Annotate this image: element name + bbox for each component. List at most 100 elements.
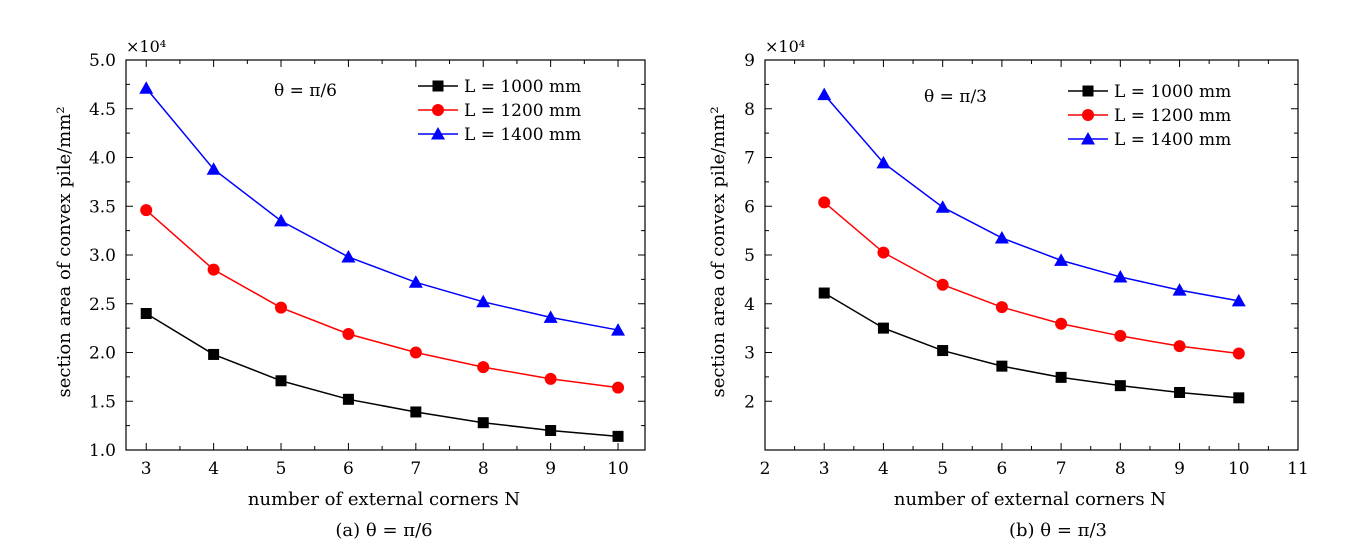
x-tick-label: 5 <box>937 459 948 479</box>
data-point <box>207 263 220 276</box>
y-tick-label: 3.0 <box>89 246 116 266</box>
series-1 <box>140 308 624 442</box>
x-tick-label: 4 <box>208 459 219 479</box>
data-point <box>545 425 557 436</box>
data-point <box>818 287 830 299</box>
data-point <box>1054 253 1069 266</box>
y-axis-label: section area of convex pile/mm² <box>54 106 75 397</box>
theta-annotation: θ = π/6 <box>274 81 337 101</box>
data-point <box>544 372 557 385</box>
x-tick-label: 8 <box>1115 459 1126 479</box>
x-tick-label: 10 <box>607 459 629 479</box>
data-point <box>410 406 422 418</box>
panel-caption: (a) θ = π/6 <box>335 520 432 541</box>
data-point <box>342 327 355 340</box>
data-point <box>1055 371 1067 383</box>
legend-label: L = 1400 mm <box>1114 130 1231 150</box>
data-point <box>1113 269 1128 283</box>
y-tick-label: 4.0 <box>89 149 116 169</box>
data-point <box>408 275 423 288</box>
data-point <box>612 381 625 394</box>
chart-panel-a: 3 4 5 6 7 8 9 10 1.0 1.5 2.0 2.5 3.0 3.5 4.0 4.5 5.0 ×10⁴… <box>54 37 646 541</box>
y-tick-label: 9 <box>744 51 755 71</box>
x-tick-label: 6 <box>996 459 1007 479</box>
series-line <box>145 209 619 389</box>
legend-marker <box>1081 132 1095 145</box>
data-point <box>342 393 354 405</box>
series-line <box>823 94 1239 302</box>
theta-annotation: θ = π/3 <box>924 87 987 107</box>
data-point <box>937 345 949 357</box>
series-2 <box>818 196 1245 360</box>
legend-label: L = 1400 mm <box>464 125 581 145</box>
legend-marker <box>1082 85 1094 97</box>
series-line <box>145 87 619 331</box>
legend-label: L = 1000 mm <box>1114 82 1231 102</box>
data-point <box>1232 347 1245 360</box>
legend-marker <box>432 80 444 92</box>
data-point <box>994 230 1009 244</box>
legend-marker <box>432 104 444 116</box>
data-point <box>476 294 491 308</box>
y-tick-label: 4 <box>744 295 755 315</box>
data-point <box>877 322 889 334</box>
y-tick-label: 8 <box>744 100 755 120</box>
data-point <box>477 417 489 429</box>
y-tick-label: 7 <box>744 149 755 169</box>
x-axis-label: number of external corners N <box>894 489 1166 510</box>
legend-label: L = 1200 mm <box>464 101 581 121</box>
x-tick-label: 4 <box>878 459 889 479</box>
x-tick-label: 6 <box>343 459 354 479</box>
data-point <box>877 246 890 259</box>
series-3 <box>817 87 1246 307</box>
y-tick-label: 1.5 <box>89 392 116 412</box>
y-tick-label: 5.0 <box>89 51 116 71</box>
legend-marker <box>1082 109 1094 121</box>
data-point <box>409 346 422 359</box>
data-point <box>139 81 154 94</box>
data-point <box>208 348 220 360</box>
data-point <box>140 204 153 217</box>
scale-note: ×10⁴ <box>126 37 166 56</box>
legend-marker <box>431 127 445 140</box>
data-point <box>274 213 289 227</box>
data-point <box>1055 317 1068 330</box>
data-point <box>1174 386 1186 398</box>
data-point <box>1114 380 1126 392</box>
y-tick-label: 1.0 <box>89 441 116 461</box>
x-tick-label: 9 <box>545 459 556 479</box>
data-point <box>1173 340 1186 353</box>
y-tick-label: 4.5 <box>89 100 116 120</box>
series-3 <box>139 81 626 336</box>
data-point <box>477 361 490 374</box>
x-tick-label: 2 <box>760 459 771 479</box>
x-tick-label: 8 <box>478 459 489 479</box>
series-line <box>145 312 619 438</box>
series-2 <box>140 204 625 394</box>
data-point <box>817 87 832 101</box>
y-tick-label: 2.5 <box>89 295 116 315</box>
data-point <box>543 310 558 323</box>
series-line <box>823 292 1239 399</box>
data-point <box>1114 329 1127 342</box>
data-point <box>612 430 624 442</box>
data-point <box>140 308 152 319</box>
data-point <box>611 323 626 336</box>
legend: L = 1000 mm L = 1200 mm L = 1400 mm <box>418 77 581 145</box>
y-tick-label: 2.0 <box>89 344 116 364</box>
x-tick-label: 10 <box>1228 459 1250 479</box>
data-point <box>341 249 356 263</box>
series-1 <box>818 287 1245 404</box>
x-tick-label: 3 <box>141 459 152 479</box>
x-tick-label: 11 <box>1287 459 1309 479</box>
legend-label: L = 1000 mm <box>464 77 581 97</box>
y-tick-label: 3.5 <box>89 197 116 217</box>
y-tick-label: 6 <box>744 197 755 217</box>
scale-note: ×10⁴ <box>765 37 805 56</box>
data-point <box>1233 392 1245 404</box>
y-tick-label: 3 <box>744 344 755 364</box>
legend: L = 1000 mm L = 1200 mm L = 1400 mm <box>1068 82 1231 150</box>
x-tick-label: 5 <box>276 459 287 479</box>
panel-caption: (b) θ = π/3 <box>1009 520 1107 541</box>
data-point <box>936 278 949 291</box>
